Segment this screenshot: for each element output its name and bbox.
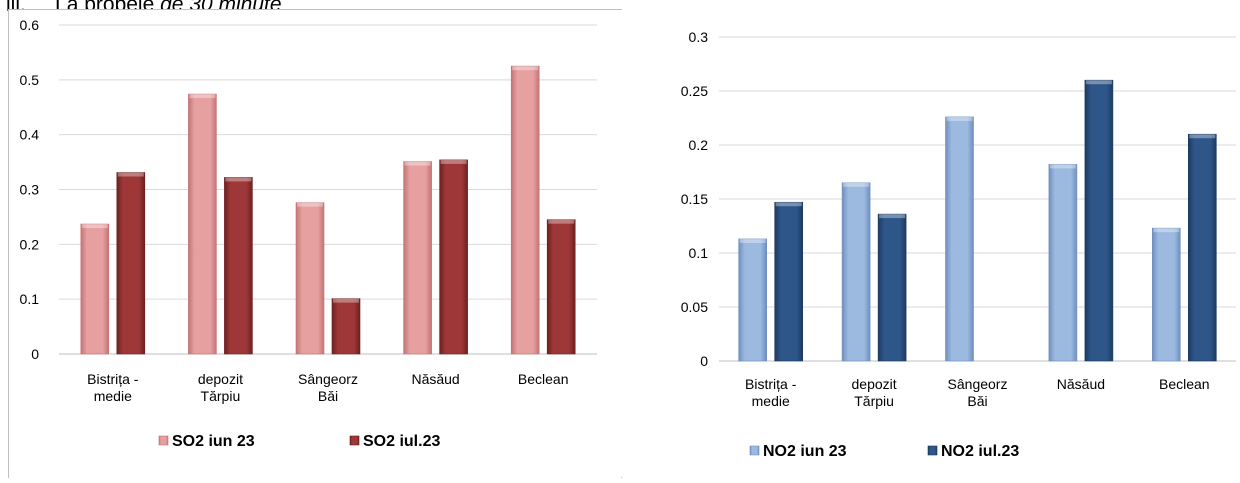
so2-chart-panel: 0 0.1 0.2 0.3 0.4 0.5 0.6 Bistrița -medie depozi… <box>8 9 622 478</box>
no2-legend-label: NO2 iul.23 <box>941 443 1019 460</box>
no2-chart: 0 0.05 0.1 0.15 0.2 0.25 0.3 Bistrița -medie dep… <box>681 29 1236 460</box>
so2-legend-swatch <box>158 435 169 446</box>
no2-bar-highlight <box>1049 164 1076 169</box>
no2-bar-jun <box>1048 164 1078 362</box>
so2-y-tick-label: 0.6 <box>20 17 40 33</box>
no2-legend: NO2 iun 23 NO2 iul.23 <box>749 443 1019 460</box>
so2-bar-jul <box>439 159 468 355</box>
so2-bar-jun <box>188 93 217 355</box>
no2-y-tick-label: 0.1 <box>689 245 709 261</box>
no2-bar-jul <box>1084 79 1114 362</box>
so2-legend-label: SO2 iun 23 <box>172 433 255 450</box>
so2-y-tick-label: 0.4 <box>20 127 40 143</box>
so2-bar-jun <box>80 223 110 355</box>
no2-y-tick-label: 0.3 <box>689 29 709 45</box>
no2-bar-jun <box>1151 227 1181 362</box>
no2-bar-highlight <box>946 116 973 121</box>
no2-bars <box>738 79 1217 362</box>
so2-bar-highlight <box>440 159 467 164</box>
so2-bar-highlight <box>81 224 108 229</box>
no2-bar-highlight <box>1189 134 1216 139</box>
no2-bar-highlight <box>1153 228 1180 233</box>
so2-legend-label: SO2 iul.23 <box>363 433 440 450</box>
so2-bar-highlight <box>189 94 216 99</box>
no2-bar-jul <box>1187 133 1217 362</box>
no2-bar-jun <box>738 238 767 362</box>
so2-y-tick-label: 0 <box>31 346 39 362</box>
so2-y-tick-label: 0.3 <box>20 182 40 198</box>
no2-x-tick-label: Sângeorz Băi <box>948 376 1008 409</box>
so2-bars <box>80 65 576 355</box>
so2-chart: 0 0.1 0.2 0.3 0.4 0.5 0.6 Bistrița -medie depozi… <box>20 17 597 450</box>
no2-bar-jun <box>945 116 974 362</box>
no2-x-tick-label: Beclean <box>1159 376 1210 392</box>
so2-y-axis: 0 0.1 0.2 0.3 0.4 0.5 0.6 <box>20 17 40 362</box>
no2-chart-panel: 0 0.05 0.1 0.15 0.2 0.25 0.3 Bistrița -medie dep… <box>621 10 1240 477</box>
so2-bar-jul <box>331 298 361 355</box>
so2-legend: SO2 iun 23 SO2 iul.23 <box>158 433 440 450</box>
so2-y-tick-label: 0.2 <box>20 236 40 252</box>
so2-x-tick-label: Beclean <box>518 371 569 387</box>
so2-x-tick-label: depozit Tărpiu <box>198 371 243 404</box>
so2-bar-jun <box>510 65 540 355</box>
no2-y-tick-label: 0.25 <box>681 83 708 99</box>
so2-bar-jun <box>295 202 325 355</box>
no2-bar-jul <box>877 213 907 362</box>
no2-gridlines <box>719 36 1236 362</box>
so2-x-tick-label: Bistrița -medie <box>87 371 139 404</box>
no2-bar-jul <box>774 201 803 362</box>
no2-y-axis: 0 0.05 0.1 0.15 0.2 0.25 0.3 <box>681 29 708 369</box>
no2-legend-swatch <box>927 445 938 456</box>
so2-bar-highlight <box>225 177 252 182</box>
so2-bar-jul <box>116 172 146 355</box>
so2-y-tick-label: 0.5 <box>20 72 40 88</box>
so2-bar-jul <box>224 177 253 355</box>
no2-x-tick-label: Năsăud <box>1057 376 1105 392</box>
so2-bar-highlight <box>117 172 144 177</box>
no2-y-tick-label: 0.05 <box>681 299 708 315</box>
no2-y-tick-label: 0 <box>700 353 708 369</box>
no2-bar-highlight <box>879 214 906 219</box>
no2-x-tick-label: Bistrița -medie <box>745 376 797 409</box>
so2-bar-jul <box>546 219 576 355</box>
no2-y-tick-label: 0.2 <box>689 137 709 153</box>
so2-y-tick-label: 0.1 <box>20 291 40 307</box>
no2-bar-highlight <box>843 182 870 187</box>
no2-bar-highlight <box>1085 80 1112 85</box>
so2-bar-highlight <box>297 202 323 207</box>
so2-x-tick-label: Sângeorz Băi <box>298 371 358 404</box>
no2-bar-highlight <box>739 238 766 243</box>
so2-gridlines <box>59 24 597 355</box>
no2-x-tick-label: depozit Tărpiu <box>852 376 897 409</box>
so2-bar-highlight <box>512 66 539 71</box>
so2-x-tick-label: Năsăud <box>411 371 459 387</box>
no2-bar-highlight <box>775 202 802 207</box>
so2-bar-jun <box>403 161 432 355</box>
so2-legend-swatch <box>349 435 360 446</box>
no2-y-tick-label: 0.15 <box>681 191 708 207</box>
so2-bar-highlight <box>404 161 431 166</box>
no2-legend-swatch <box>749 445 760 456</box>
no2-legend-label: NO2 iun 23 <box>763 443 847 460</box>
so2-bar-highlight <box>333 298 359 303</box>
so2-bar-highlight <box>548 219 575 224</box>
no2-bar-jun <box>841 182 871 362</box>
